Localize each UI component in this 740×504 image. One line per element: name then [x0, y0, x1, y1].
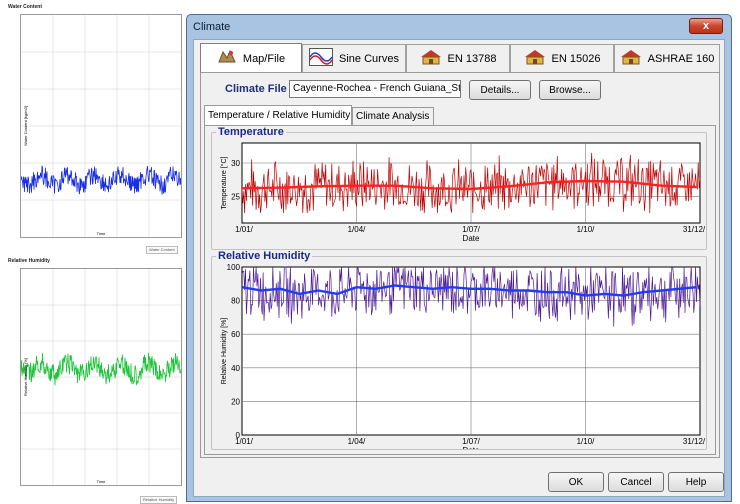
- y-tick-label: 80: [231, 297, 240, 306]
- tab-map-file[interactable]: Map/File: [200, 43, 302, 73]
- x-axis-label: Date: [463, 446, 480, 449]
- relative-humidity-bg-plot: Time Relative Humidity [%]: [20, 268, 182, 486]
- running-mean-series: [241, 284, 697, 297]
- y-tick-label: 40: [231, 364, 240, 373]
- tab-temperature-relative-humidity[interactable]: Temperature / Relative Humidity: [204, 105, 352, 125]
- tab-sine-curves[interactable]: Sine Curves: [302, 44, 406, 72]
- bg-y-axis-label: Water Content [kg/m3]: [23, 106, 28, 146]
- tab-ashrae-160[interactable]: ASHRAE 160: [614, 44, 720, 72]
- y-tick-label: 20: [231, 397, 240, 406]
- tab-en-15026[interactable]: EN 15026: [510, 44, 614, 72]
- climate-tabs: Map/File Sine Curves EN 13788 EN 15026: [200, 43, 720, 73]
- cancel-button[interactable]: Cancel: [608, 472, 664, 492]
- close-button[interactable]: x: [689, 18, 723, 34]
- x-tick-label: 1/01/: [235, 225, 254, 234]
- temperature-group: Temperature 1/01/1/04/1/07/1/10/31/12/25…: [211, 126, 707, 250]
- x-tick-label: 1/10/: [577, 437, 596, 446]
- map-icon: [217, 48, 237, 69]
- tab-label: ASHRAE 160: [647, 52, 715, 65]
- temperature-chart: 1/01/1/04/1/07/1/10/31/12/25 30 Date Temper…: [220, 142, 706, 243]
- y-tick-label: 0: [236, 431, 241, 440]
- y-axis-label: Relative Humidity [%]: [221, 318, 228, 385]
- ok-button[interactable]: OK: [548, 472, 604, 492]
- climate-file-label: Climate File: [225, 83, 287, 95]
- climate-file-field[interactable]: Cayenne-Rochea - French Guiana_Stati: [289, 80, 461, 98]
- help-button[interactable]: Help: [668, 472, 724, 492]
- background-app: Water Content Time Water Content [kg/m3] …: [0, 0, 186, 504]
- bg-x-axis-label: Time: [97, 231, 107, 236]
- sine-curves-icon: [309, 48, 334, 69]
- map-file-page: Climate File Cayenne-Rochea - French Gui…: [200, 72, 720, 458]
- bg-x-axis-label: Time: [97, 479, 107, 484]
- tab-label: EN 13788: [447, 52, 497, 65]
- relative-humidity-bg-title: Relative Humidity: [8, 258, 50, 264]
- x-tick-label: 1/07/: [462, 437, 481, 446]
- y-axis-label: Temperature [°C]: [220, 156, 228, 209]
- tab-en-13788[interactable]: EN 13788: [406, 44, 510, 72]
- tab-climate-analysis[interactable]: Climate Analysis: [352, 107, 434, 125]
- climate-dialog: Climate x Map/File Sine Curves EN 1378: [186, 14, 732, 502]
- tab-label: Sine Curves: [339, 52, 399, 65]
- y-tick-label: 25: [231, 192, 240, 201]
- water-content-chart: Time Water Content [kg/m3]: [21, 15, 181, 237]
- tab-label: EN 15026: [551, 52, 601, 65]
- temperature-humidity-page: Temperature 1/01/1/04/1/07/1/10/31/12/25…: [204, 125, 716, 455]
- x-tick-label: 1/07/: [462, 225, 481, 234]
- house-icon: [620, 49, 642, 68]
- relative-humidity-title: Relative Humidity: [216, 250, 313, 262]
- x-tick-label: 1/10/: [577, 225, 596, 234]
- y-tick-label: 100: [227, 263, 241, 272]
- relative-humidity-chart: 1/01/1/04/1/07/1/10/31/12/0 20 40 60 80 100 Da…: [221, 263, 706, 449]
- details-button[interactable]: Details...: [469, 80, 531, 100]
- house-icon: [524, 49, 546, 68]
- x-axis-label: Date: [463, 234, 480, 243]
- bg-y-axis-label: Relative Humidity [%]: [23, 358, 28, 396]
- relative-humidity-bg-chart: Time Relative Humidity [%]: [21, 269, 181, 485]
- dialog-title: Climate: [193, 21, 231, 33]
- y-tick-label: 60: [231, 330, 240, 339]
- x-tick-label: 31/12/: [683, 225, 706, 234]
- browse-button[interactable]: Browse...: [539, 80, 601, 100]
- x-tick-label: 31/12/: [683, 437, 706, 446]
- water-content-plot: Time Water Content [kg/m3]: [20, 14, 182, 238]
- water-content-title: Water Content: [8, 4, 42, 10]
- tab-label: Map/File: [242, 52, 286, 65]
- y-tick-label: 30: [231, 159, 240, 168]
- bg-series: [21, 165, 181, 195]
- running-mean-series: [241, 179, 697, 191]
- relative-humidity-bg-legend: Relative Humidity: [140, 496, 178, 504]
- x-tick-label: 1/04/: [348, 225, 367, 234]
- house-icon: [420, 49, 442, 68]
- relative-humidity-group: Relative Humidity 1/01/1/04/1/07/1/10/31…: [211, 250, 707, 450]
- water-content-legend: Water Content: [146, 246, 178, 254]
- x-tick-label: 1/04/: [348, 437, 367, 446]
- temperature-title: Temperature: [216, 126, 286, 138]
- hourly-series: [241, 152, 701, 214]
- x-tick-label: 1/01/: [235, 437, 254, 446]
- dialog-client: Map/File Sine Curves EN 13788 EN 15026: [193, 39, 725, 497]
- bg-series: [21, 352, 181, 386]
